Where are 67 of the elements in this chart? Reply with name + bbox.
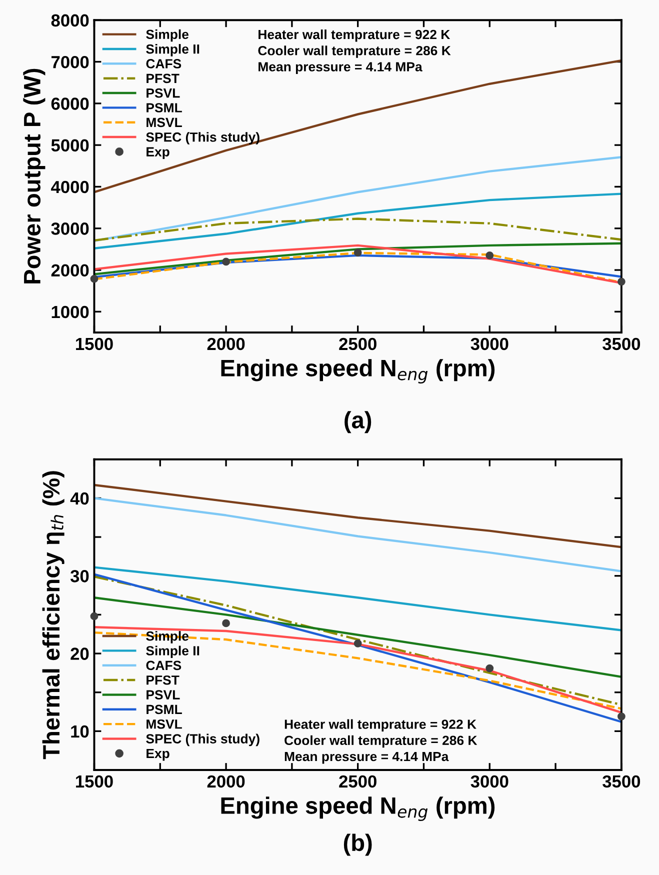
y-tick-label: 30 — [70, 570, 89, 582]
line-series — [94, 497, 622, 572]
annotation: Heater wall temprature = 922 K — [258, 29, 450, 42]
point — [617, 278, 626, 286]
legend-label: Simple II — [146, 44, 200, 56]
annotation: Mean pressure = 4.14 MPa — [284, 752, 449, 764]
y-tick-label: 2000 — [51, 264, 89, 276]
legend-label: PSML — [146, 704, 182, 714]
point — [354, 639, 362, 648]
point — [90, 612, 98, 620]
x-tick-label: 2000 — [207, 775, 245, 788]
legend-label: PFST — [146, 675, 180, 685]
legend-label: CAFS — [146, 660, 182, 670]
x-tick-label: 1500 — [76, 338, 113, 350]
line-series — [94, 484, 622, 548]
x-axis-title: Engine speed N$_{eng}$ (rpm) — [221, 796, 495, 822]
legend-label: PSVL — [146, 88, 180, 98]
legend-label: Simple II — [146, 646, 200, 658]
annotation: Cooler wall temprature = 286 K — [258, 46, 451, 58]
text: (b) — [344, 834, 372, 856]
y-tick-label: 40 — [70, 492, 89, 505]
x-tick-label: 1500 — [76, 775, 113, 788]
x-axis-title: Engine speed N$_{eng}$ (rpm) — [221, 359, 495, 384]
x-tick-label: 3000 — [470, 775, 508, 788]
x-tick-label: 3500 — [602, 775, 640, 788]
x-tick-label: 2500 — [339, 775, 376, 788]
x-tick-label: 2500 — [339, 338, 376, 350]
annotation: Heater wall temprature = 922 K — [284, 719, 476, 732]
point — [354, 248, 362, 256]
point — [617, 712, 626, 720]
x-tick-label: 3000 — [470, 338, 508, 350]
line-series — [94, 566, 622, 632]
legend-label: CAFS — [146, 59, 182, 68]
legend-label: PFST — [146, 74, 180, 84]
legend-label: MSVL — [146, 118, 182, 128]
legend-label: Exp — [146, 147, 170, 160]
y-tick-label: 1000 — [52, 306, 89, 318]
x-tick-label: 3500 — [602, 338, 640, 350]
legend-label: SPEC (This study) — [146, 734, 260, 746]
legend-label: PSML — [146, 103, 182, 112]
y-tick-label: 20 — [70, 648, 89, 660]
annotation: Cooler wall temprature = 286 K — [284, 735, 478, 748]
annotation: Mean pressure = 4.14 MPa — [258, 62, 422, 74]
y-tick-label: 5000 — [51, 139, 89, 152]
y-tick-label: 4000 — [51, 180, 89, 194]
legend-label: Exp — [146, 748, 170, 761]
point — [222, 258, 230, 266]
y-tick-label: 10 — [71, 725, 89, 738]
legend-label: MSVL — [146, 719, 182, 729]
legend-label: Simple — [146, 29, 189, 42]
legend-label: PSVL — [146, 690, 180, 700]
line-series — [94, 59, 622, 194]
line-series — [94, 192, 622, 250]
point — [486, 664, 494, 672]
y-axis-title: Thermal efficiency η$_{th}$ (%) — [42, 471, 64, 760]
legend-label: SPEC (This study) — [146, 132, 260, 144]
y-tick-label: 6000 — [51, 98, 89, 110]
y-tick-label: 3000 — [51, 222, 89, 235]
point — [90, 274, 98, 283]
point — [222, 619, 230, 628]
x-tick-label: 2000 — [207, 338, 245, 350]
y-axis-title: Power output P (W) — [23, 68, 46, 284]
point — [486, 251, 494, 260]
text: (a) — [344, 411, 372, 434]
y-tick-label: 7000 — [52, 56, 89, 68]
y-tick-label: 8000 — [51, 14, 89, 27]
line-series — [94, 218, 622, 242]
